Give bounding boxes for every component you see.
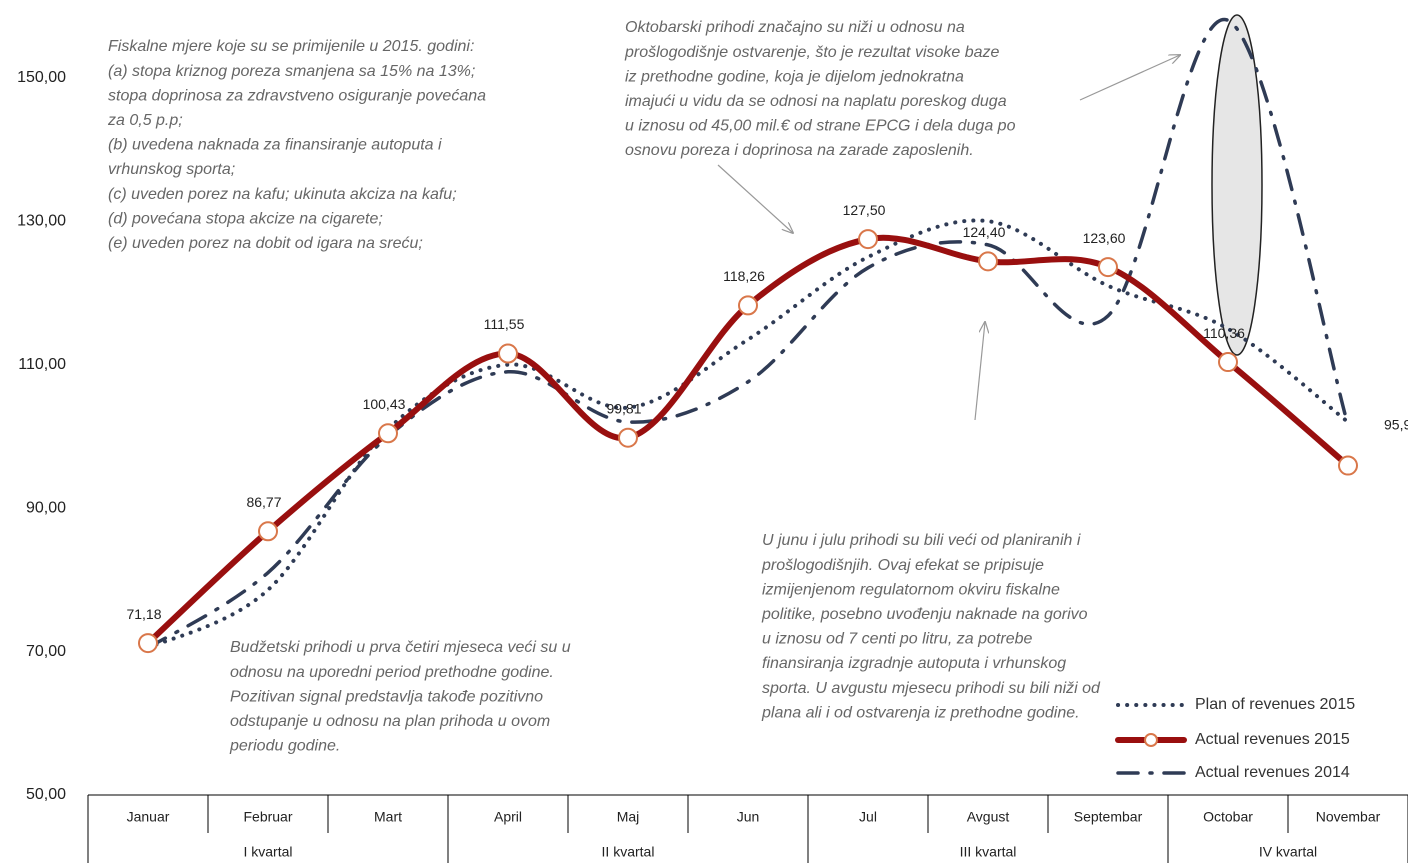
y-tick-label: 110,00 (18, 356, 66, 373)
x-tick-label: Mart (374, 809, 402, 825)
x-tick-label: Avgust (967, 809, 1010, 825)
series-line (145, 234, 1351, 647)
data-label: 71,18 (126, 606, 161, 622)
x-tick-label: Novembar (1316, 809, 1381, 825)
arrow (717, 164, 793, 233)
y-tick-label: 70,00 (26, 643, 66, 660)
annotation-line: (d) povećana stopa akcize na cigarete; (108, 210, 383, 227)
data-point (258, 521, 278, 542)
data-point (378, 423, 398, 444)
data-label: 86,77 (246, 494, 281, 510)
x-tick-label: Januar (127, 809, 170, 825)
annotation-line: odstupanje u odnosu na plan prihoda u ov… (230, 713, 550, 730)
annotation-line: iz prethodne godine, koja je dijelom jed… (625, 68, 964, 85)
annotation-line: odnosu na uporedni period prethodne godi… (230, 664, 554, 681)
annotation-line: vrhunskog sporta; (108, 161, 235, 178)
y-tick-label: 90,00 (26, 499, 66, 516)
annotation-line: periodu godine. (229, 738, 340, 755)
annotation-line: stopa doprinosa za zdravstveno osiguranj… (108, 87, 486, 104)
highlight-ellipse (1211, 14, 1263, 356)
annotation-line: Oktobarski prihodi značajno su niži u od… (625, 19, 965, 36)
annotation-line: Budžetski prihodi u prva četiri mjeseca … (230, 639, 571, 656)
annotation: Budžetski prihodi u prva četiri mjeseca … (229, 639, 571, 754)
annotation-line: (a) stopa kriznog poreza smanjena sa 15%… (108, 63, 475, 80)
data-point (978, 251, 998, 272)
data-point (498, 343, 518, 364)
data-label: 111,55 (484, 316, 525, 332)
annotation-line: plana ali i od ostvarenja iz prethodne g… (761, 704, 1080, 721)
annotation-line: finansiranja izgradnje autoputa i vrhuns… (762, 655, 1066, 672)
data-label: 127,50 (843, 202, 886, 218)
legend-label: Actual revenues 2015 (1195, 731, 1350, 748)
annotation-line: prošlogodišnjih. Ovaj efekat se pripisuj… (761, 557, 1044, 574)
series-line (146, 218, 1350, 650)
annotation-line: Pozitivan signal predstavlja takođe pozi… (230, 688, 543, 705)
annotation-line: osnovu poreza i doprinosa na zarade zapo… (625, 142, 974, 159)
group-label: III kvartal (960, 844, 1017, 860)
arrow (1079, 55, 1180, 101)
annotation-line: (c) uveden porez na kafu; ukinuta akciza… (108, 186, 457, 203)
annotation-line: sporta. U avgustu mjesecu prihodi su bil… (762, 680, 1101, 697)
data-label: 110,36 (1203, 325, 1245, 341)
data-point (738, 295, 758, 316)
series-line (146, 18, 1350, 650)
legend-marker (1144, 733, 1158, 747)
annotation-line: u iznosu od 7 centi po litru, za potrebe (762, 631, 1032, 648)
group-label: IV kvartal (1259, 844, 1317, 860)
data-label: 99,81 (606, 400, 641, 416)
annotation-line: izmijenjenom regulatornom okviru fiskaln… (762, 581, 1060, 598)
x-tick-label: Februar (243, 809, 292, 825)
y-tick-label: 150,00 (17, 69, 66, 86)
annotation-line: za 0,5 p.p; (107, 112, 183, 129)
annotation-line: imajući u vidu da se odnosi na naplatu p… (625, 93, 1007, 110)
annotation: U junu i julu prihodi su bili veći od pl… (761, 532, 1101, 721)
annotation-line: U junu i julu prihodi su bili veći od pl… (762, 532, 1081, 549)
data-label: 124,40 (963, 224, 1006, 240)
data-label: 118,26 (723, 268, 765, 284)
x-tick-label: Jul (859, 809, 877, 825)
annotation-line: prošlogodišnje ostvarenje, što je rezult… (624, 44, 1000, 61)
annotation-line: (e) uveden porez na dobit od igara na sr… (108, 235, 423, 252)
x-tick-label: Maj (617, 809, 640, 825)
data-point (1338, 455, 1358, 476)
data-point (1218, 352, 1238, 373)
data-point (1098, 257, 1118, 278)
y-tick-label: 50,00 (26, 786, 66, 803)
x-tick-label: Jun (737, 809, 760, 825)
annotation-line: u iznosu od 45,00 mil.€ od strane EPCG i… (625, 118, 1016, 135)
x-tick-label: April (494, 809, 522, 825)
group-label: II kvartal (602, 844, 655, 860)
annotation-line: politike, posebno uvođenju naknade na go… (761, 606, 1088, 623)
annotation: Fiskalne mjere koje su se primijenile u … (107, 38, 486, 252)
data-point (138, 633, 158, 654)
annotation: Oktobarski prihodi značajno su niži u od… (624, 19, 1016, 159)
legend-label: Actual revenues 2014 (1195, 764, 1350, 781)
legend-label: Plan of revenues 2015 (1195, 696, 1355, 713)
x-tick-label: Octobar (1203, 809, 1253, 825)
y-tick-label: 130,00 (17, 212, 66, 229)
arrow (974, 322, 985, 421)
annotation-line: (b) uvedena naknada za finansiranje auto… (108, 137, 442, 154)
data-label: 123,60 (1083, 230, 1126, 246)
annotation-line: Fiskalne mjere koje su se primijenile u … (108, 38, 474, 55)
data-label: 95,93 (1384, 416, 1408, 432)
group-label: I kvartal (243, 844, 292, 860)
x-tick-label: Septembar (1074, 809, 1143, 825)
data-point (618, 427, 638, 448)
data-point (858, 229, 878, 250)
data-label: 100,43 (363, 396, 406, 412)
